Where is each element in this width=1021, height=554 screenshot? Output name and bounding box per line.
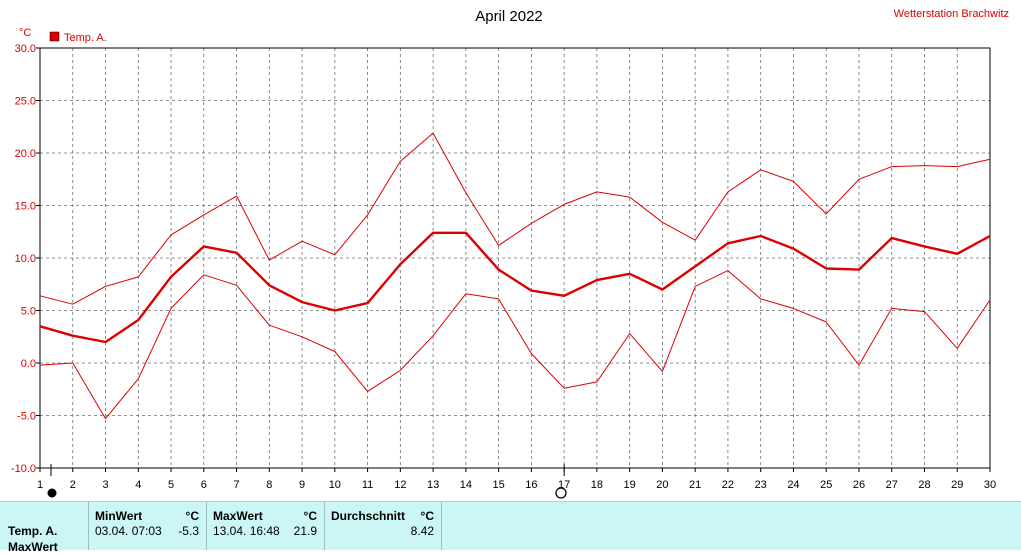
x-tick-label: 22 (722, 479, 734, 491)
avg-header: Durchschnitt (331, 509, 406, 523)
series-line-max (39, 132, 991, 305)
x-tick-label: 28 (918, 479, 930, 491)
x-tick-label: 6 (201, 479, 207, 491)
x-tick-label: 27 (886, 479, 898, 491)
x-tick-label: 25 (820, 479, 832, 491)
max-value: 21.9 (293, 524, 317, 538)
y-tick-label: -5.0 (17, 411, 36, 423)
x-tick-label: 8 (266, 479, 272, 491)
x-tick-label: 23 (755, 479, 767, 491)
x-tick-label: 20 (656, 479, 668, 491)
x-tick-label: 11 (362, 479, 373, 491)
x-tick-label: 18 (591, 479, 603, 491)
max-unit: °C (303, 509, 317, 523)
x-tick-label: 16 (525, 479, 537, 491)
y-axis-unit: °C (19, 27, 31, 39)
y-tick-label: 15.0 (15, 201, 36, 213)
stats-row-labels: Temp. A. MaxWert (0, 502, 89, 554)
x-tick-label: 24 (787, 479, 799, 491)
min-value: -5.3 (178, 524, 199, 538)
y-tick-label: 10.0 (15, 253, 36, 265)
x-tick-label: 5 (168, 479, 174, 491)
x-tick-label: 9 (299, 479, 305, 491)
max-date: 13.04. 16:48 (213, 524, 280, 538)
y-tick-label: 0.0 (21, 358, 36, 370)
avg-value: 8.42 (410, 524, 434, 538)
chart-title: April 2022 (475, 8, 543, 25)
y-tick-label: 20.0 (15, 148, 36, 160)
series-line-avg (39, 231, 991, 344)
station-name: Wetterstation Brachwitz (894, 8, 1009, 20)
max-header: MaxWert (213, 509, 263, 523)
x-tick-label: 2 (70, 479, 76, 491)
statistics-panel: Temp. A. MaxWert MinWert °C 03.04. 07:03… (0, 501, 1021, 554)
stats-avg-column: Durchschnitt °C 8.42 (325, 502, 442, 550)
stats-max-column: MaxWert °C 13.04. 16:48 21.9 (207, 502, 325, 550)
x-tick-label: 3 (102, 479, 108, 491)
temperature-chart: April 2022 Wetterstation Brachwitz °C Te… (11, 8, 1009, 499)
x-tick-label: 30 (984, 479, 996, 491)
y-tick-label: -10.0 (11, 463, 36, 475)
series-line-min (39, 270, 991, 420)
x-tick-label: 19 (624, 479, 636, 491)
y-tick-label: 5.0 (21, 306, 36, 318)
x-tick-label: 21 (689, 479, 701, 491)
x-tick-label: 26 (853, 479, 865, 491)
x-tick-label: 1 (37, 479, 43, 491)
legend-swatch (49, 31, 60, 42)
stats-min-column: MinWert °C 03.04. 07:03 -5.3 (89, 502, 207, 550)
plot-frame (39, 47, 991, 469)
min-date: 03.04. 07:03 (95, 524, 162, 538)
legend-label: Temp. A. (64, 32, 107, 44)
min-unit: °C (185, 509, 199, 523)
stats-row-label: Temp. A. (8, 524, 58, 538)
x-tick-label: 13 (427, 479, 439, 491)
stats-row-label-next: MaxWert (8, 540, 58, 554)
min-header: MinWert (95, 509, 143, 523)
x-tick-label: 14 (460, 479, 472, 491)
data-start-marker (47, 488, 57, 498)
x-tick-label: 10 (329, 479, 341, 491)
x-tick-label: 15 (492, 479, 504, 491)
x-tick-label: 12 (394, 479, 406, 491)
y-tick-label: 25.0 (15, 96, 36, 108)
x-tick-label: 4 (135, 479, 141, 491)
avg-unit: °C (420, 509, 434, 523)
y-tick-label: 30.0 (15, 43, 36, 55)
x-tick-label: 29 (951, 479, 963, 491)
x-tick-label: 7 (233, 479, 239, 491)
current-day-marker (555, 487, 567, 499)
